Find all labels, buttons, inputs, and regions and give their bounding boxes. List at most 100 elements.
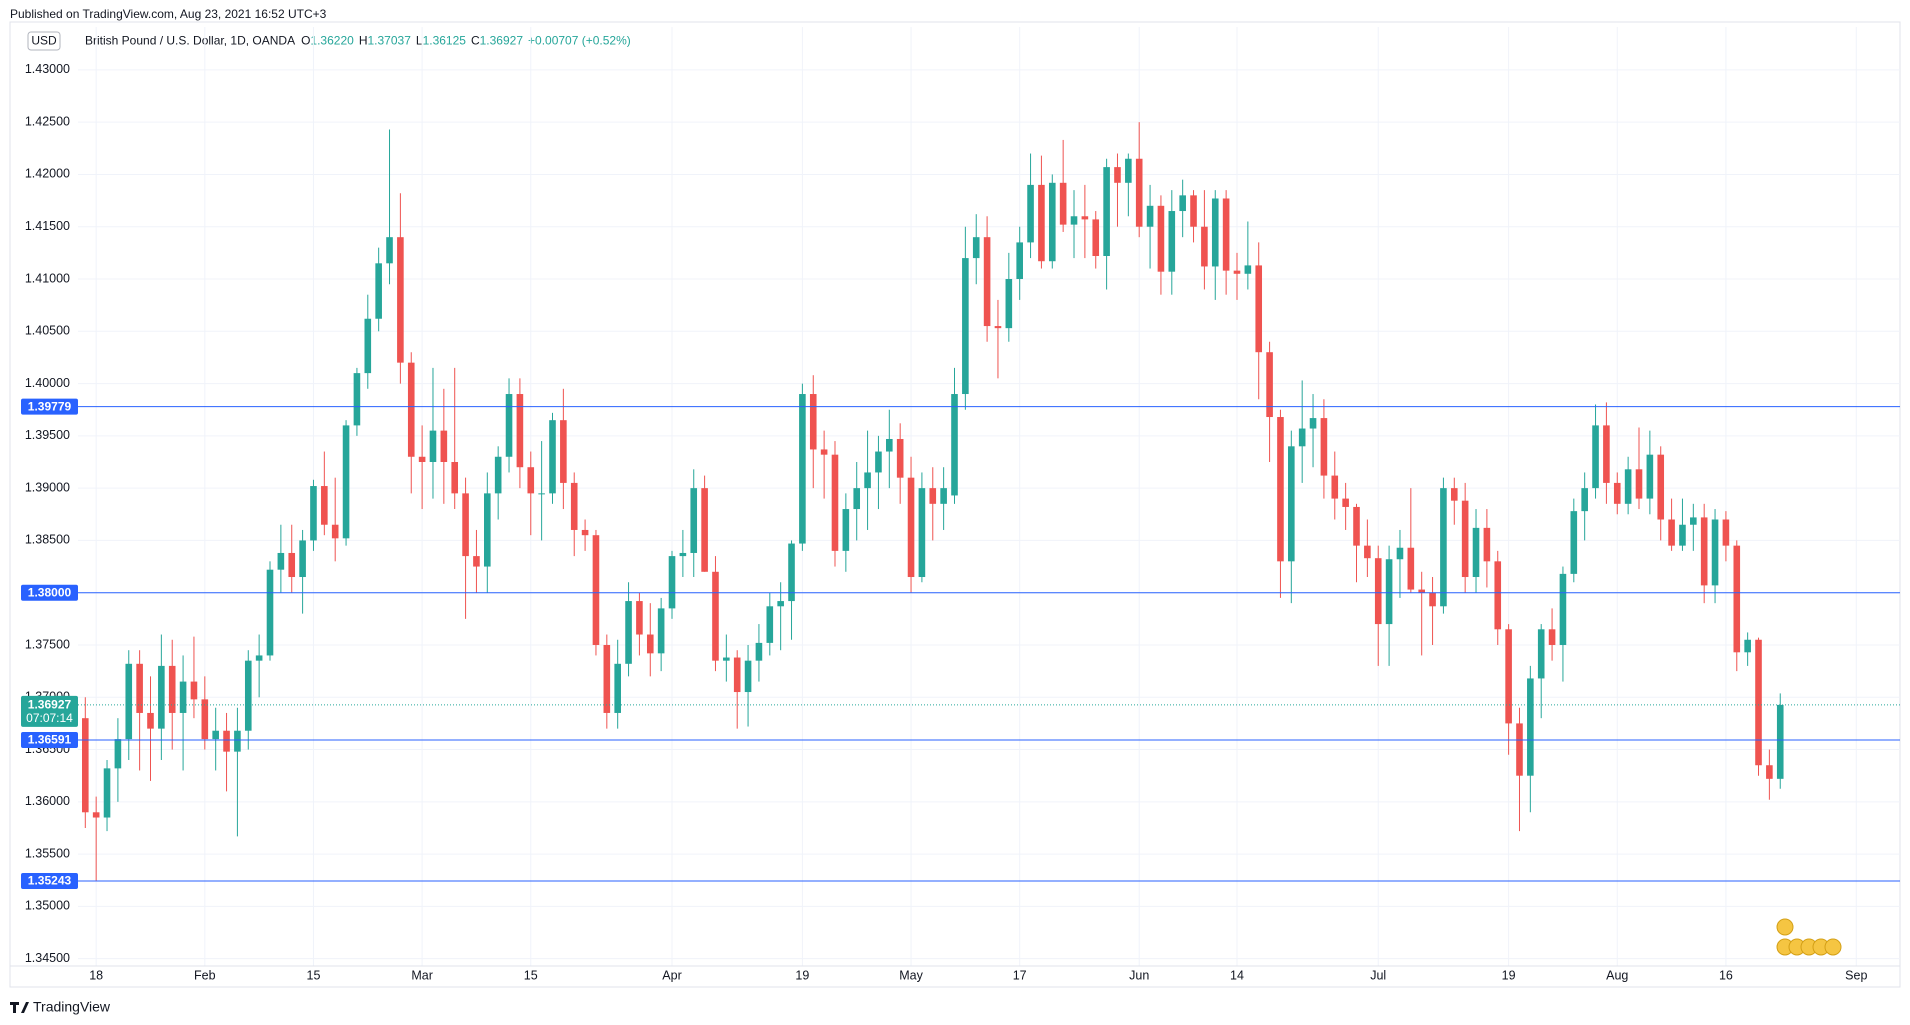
candle-body — [625, 601, 632, 664]
candle-body — [1179, 195, 1186, 212]
y-tick-label: 1.39500 — [25, 428, 70, 442]
candle-body — [244, 660, 252, 731]
candle-body — [809, 394, 817, 450]
candle-body — [82, 718, 89, 813]
candle-body — [1211, 198, 1219, 267]
y-tick-label: 1.42500 — [25, 114, 70, 128]
candle-body — [614, 663, 621, 713]
x-tick-label: 14 — [1230, 968, 1244, 982]
candle-body — [1603, 425, 1610, 483]
candle-body — [1125, 158, 1132, 183]
legend-value: 1.36927 — [480, 34, 524, 48]
candle-body — [1613, 482, 1621, 504]
x-tick-label: Jul — [1370, 968, 1386, 982]
y-tick-label: 1.39000 — [25, 480, 70, 494]
candle-body — [1331, 475, 1339, 499]
candle-body — [1624, 469, 1632, 504]
candle-body — [331, 524, 339, 539]
candle-body — [766, 606, 774, 643]
level-label-box — [21, 584, 78, 601]
candle-body — [864, 472, 871, 489]
candle-body — [842, 509, 850, 551]
y-tick-label: 1.35500 — [25, 846, 70, 860]
plot-area — [78, 27, 1900, 966]
candle-body — [636, 601, 643, 635]
footer-brand: TradingView — [33, 999, 111, 1015]
candle-body — [1700, 517, 1708, 586]
y-tick-label: 1.37500 — [25, 637, 70, 651]
legend-key: C — [471, 34, 480, 48]
candle-body — [951, 394, 958, 496]
legend-value: 1.36125 — [423, 34, 467, 48]
candle-body — [418, 456, 426, 462]
y-tick-label: 1.43000 — [25, 62, 70, 76]
candle-body — [1298, 428, 1306, 447]
candle-body — [1657, 454, 1665, 520]
candle-body — [690, 488, 698, 553]
candle-body — [668, 556, 676, 609]
candle-body — [179, 681, 187, 713]
candle-body — [886, 438, 893, 452]
candle-body — [1461, 500, 1469, 578]
candle-body — [1005, 279, 1013, 329]
candle-body — [407, 362, 415, 457]
candle-body — [549, 420, 556, 494]
candle-body — [1201, 226, 1208, 267]
x-tick-label: 18 — [89, 968, 103, 982]
candle-body — [1722, 519, 1730, 546]
candle-body — [983, 237, 991, 327]
candle-body — [364, 318, 372, 374]
candle-body — [1048, 182, 1056, 262]
level-label-box — [21, 732, 78, 749]
candle-body — [1114, 167, 1121, 183]
candle-body — [538, 493, 545, 495]
candle-body — [1353, 506, 1360, 546]
candle-body — [505, 394, 513, 457]
candle-body — [266, 569, 274, 656]
level-label-box — [21, 872, 78, 889]
candle-body — [516, 394, 524, 468]
chart-frame — [9, 21, 1901, 988]
candle-body — [1016, 242, 1023, 280]
x-tick-label: 15 — [524, 968, 538, 982]
candle-body — [114, 739, 122, 769]
candle-body — [1320, 418, 1328, 476]
candle-body — [744, 660, 752, 693]
candle-body — [755, 642, 763, 661]
candle-body — [570, 482, 578, 530]
candle-body — [1429, 592, 1436, 607]
candle-body — [831, 454, 839, 551]
candle-body — [1440, 488, 1447, 607]
candle-body — [788, 543, 795, 602]
legend-change: +0.00707 (+0.52%) — [528, 34, 631, 48]
candle-body — [1668, 519, 1675, 546]
y-tick-label: 1.41000 — [25, 271, 70, 285]
candle-body — [1277, 417, 1284, 562]
x-tick-label: May — [899, 968, 923, 982]
candle-body — [1059, 182, 1067, 225]
published-note: Published on TradingView.com, Aug 23, 20… — [10, 7, 327, 21]
candle-body — [473, 556, 480, 567]
x-tick-label: Feb — [194, 968, 216, 982]
currency: USD — [31, 34, 57, 48]
candle-body — [646, 634, 654, 654]
candle-body — [918, 488, 926, 578]
candle-body — [1592, 425, 1599, 489]
x-tick-label: 15 — [307, 968, 321, 982]
candle-body — [277, 552, 285, 570]
candle-body — [1733, 545, 1741, 653]
candle-body — [92, 812, 100, 818]
candle-body — [1776, 704, 1784, 779]
candle-body — [1483, 527, 1491, 562]
level-label: 1.39779 — [28, 399, 72, 413]
candle-body — [1157, 205, 1165, 272]
candle-body — [1537, 629, 1545, 679]
last-price-box — [21, 695, 78, 727]
y-tick-label: 1.42000 — [25, 167, 70, 181]
candle-body — [223, 730, 230, 752]
candle-body — [1385, 559, 1393, 625]
legend-value: 1.37037 — [367, 34, 411, 48]
candle-body — [1288, 446, 1295, 562]
candle-body — [701, 488, 708, 572]
